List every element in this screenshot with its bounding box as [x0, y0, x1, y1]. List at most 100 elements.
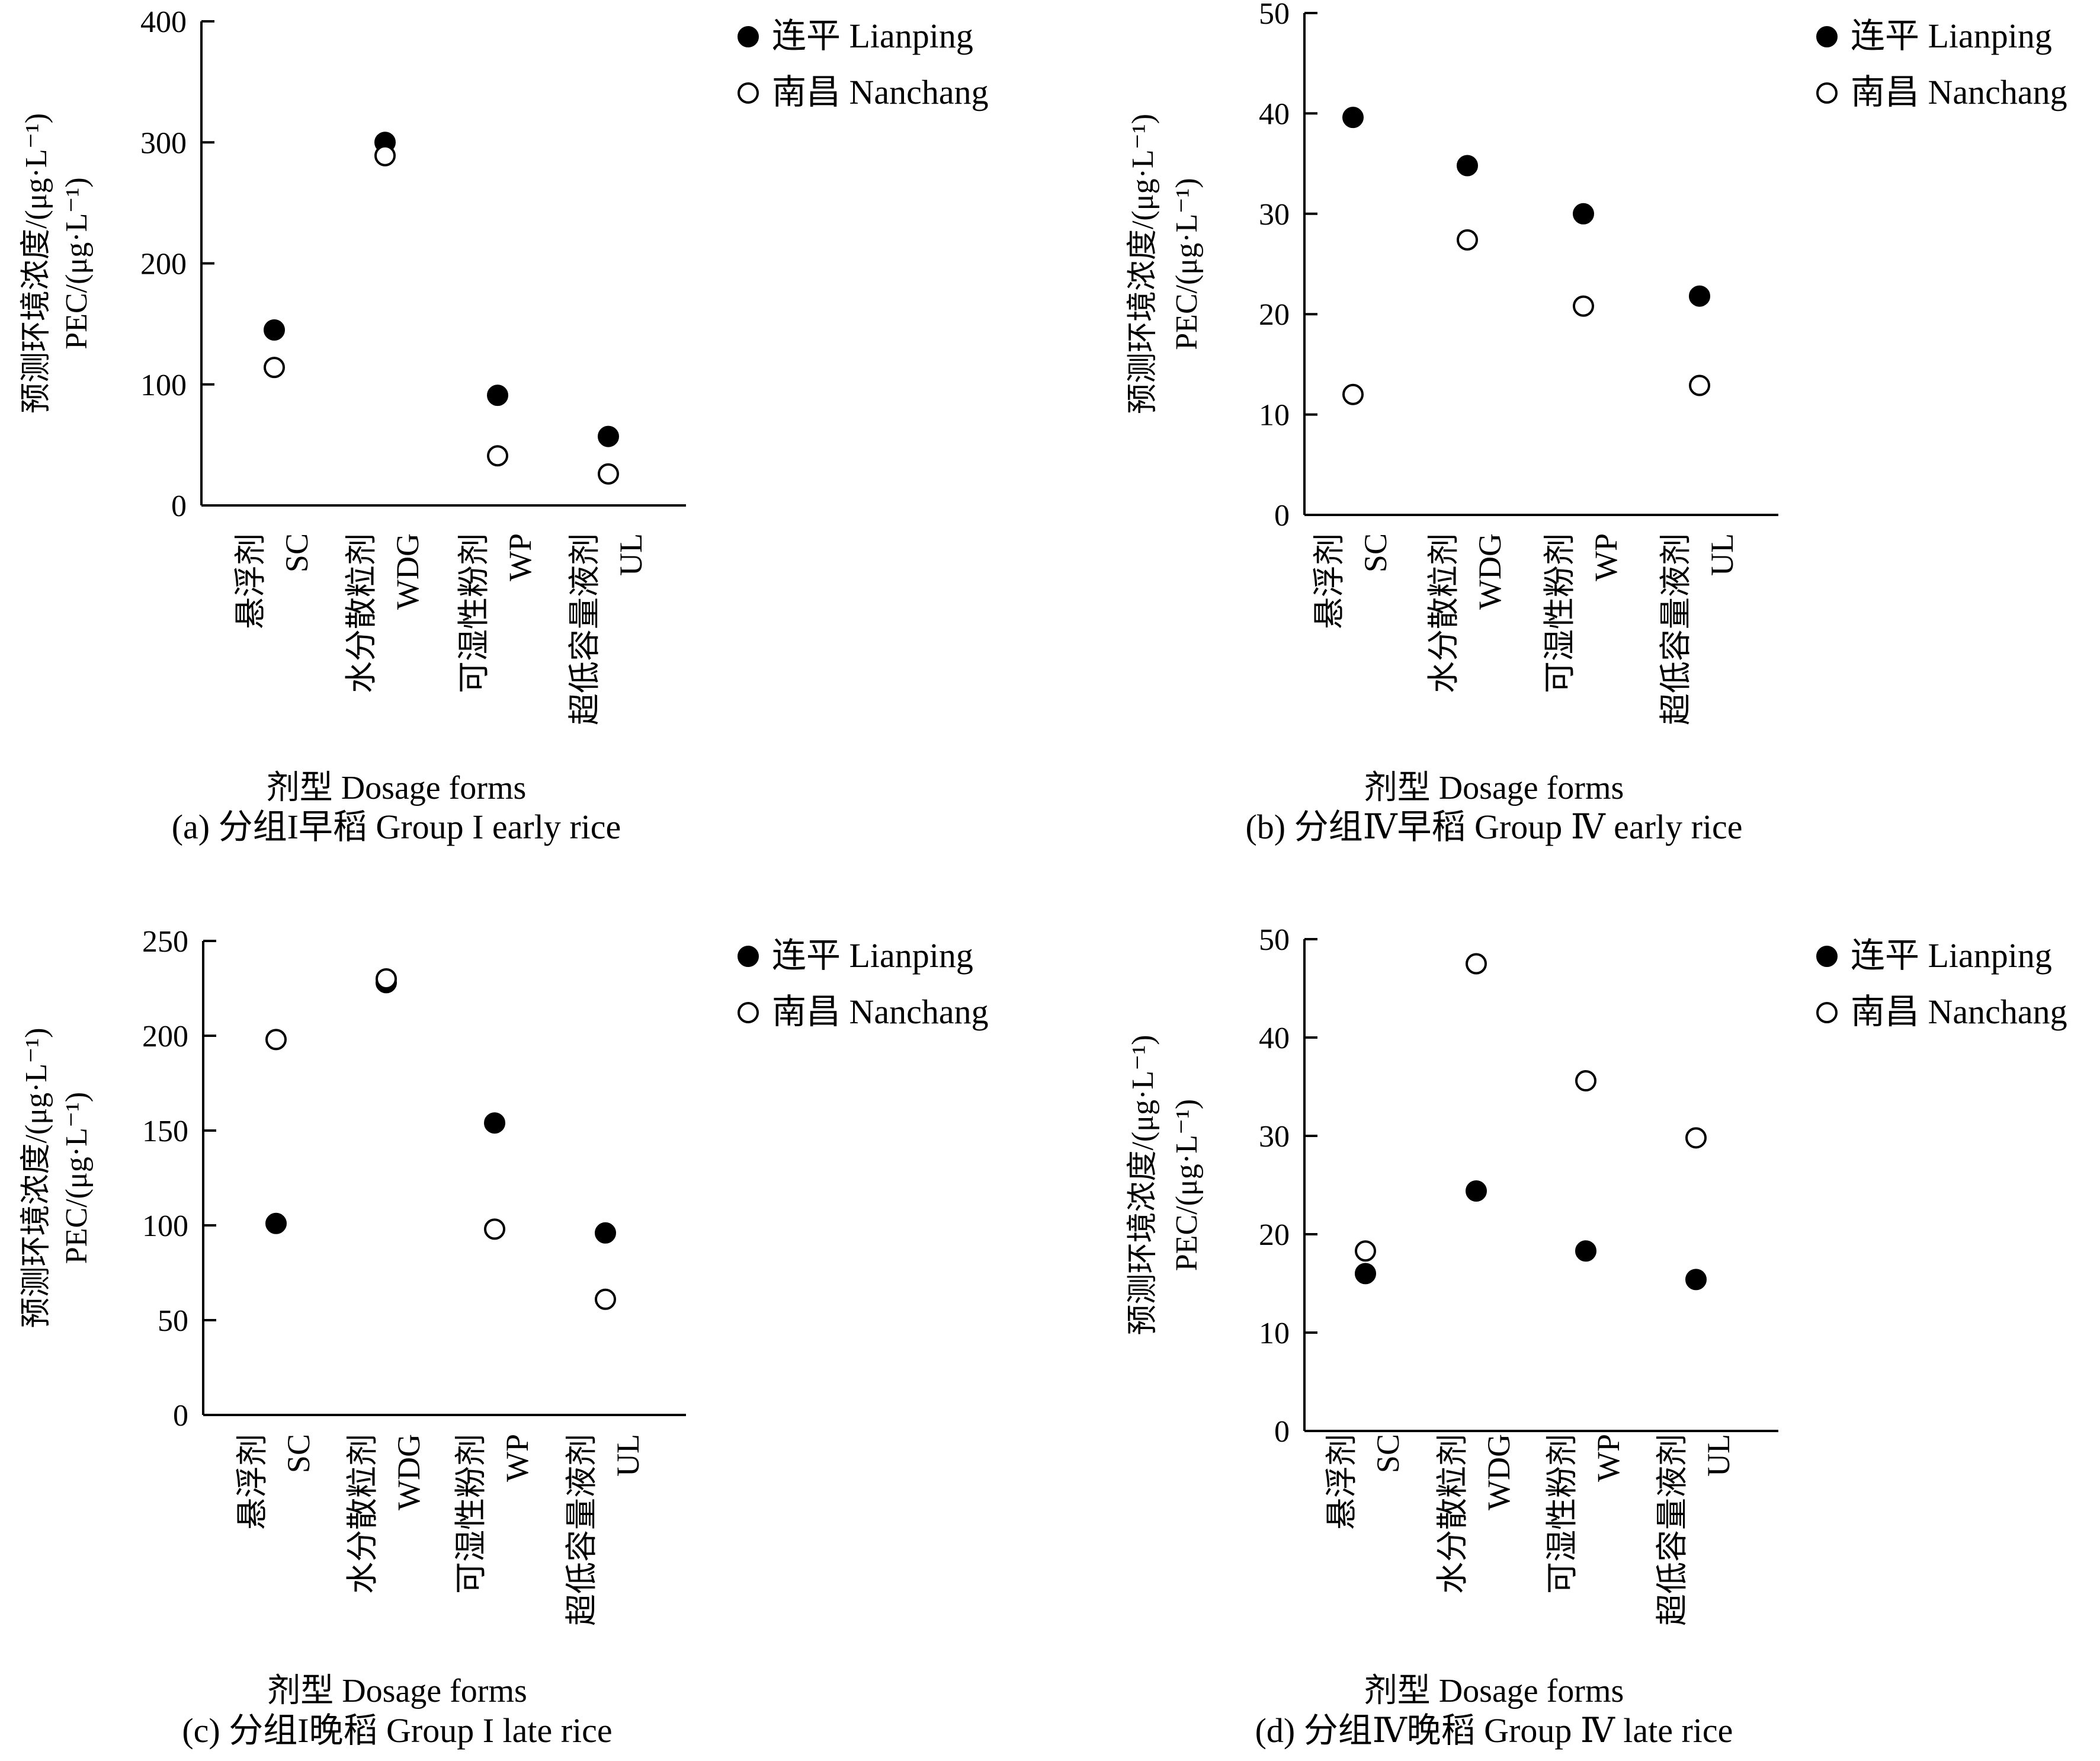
x-axis-label: 剂型 Dosage forms [267, 1673, 527, 1709]
nanchang-point [1573, 295, 1594, 317]
chart-panel-d: 0 10 20 30 40 50 预测环境浓度/(μg·L⁻¹) PEC/(μg·L⁻¹) 悬浮… [1126, 923, 2067, 1750]
lianping-point [1573, 203, 1594, 225]
y-axis-label-en: PEC/(μg·L⁻¹) [1170, 1099, 1204, 1271]
x-category-label-cn: 水分散粒剂 [1426, 533, 1461, 693]
legend-marker-nanchang [1816, 82, 1838, 104]
chart-panel-b: 0 10 20 30 40 50 预测环境浓度/(μg·L⁻¹) PEC/(μg·L⁻¹) 悬浮… [1126, 0, 2067, 846]
y-tick-label: 50 [158, 1304, 188, 1338]
nanchang-point [487, 445, 508, 467]
x-category-label-en: SC [281, 1434, 316, 1473]
panel-caption: (d) 分组Ⅳ晚稻 Group Ⅳ late rice [1255, 1711, 1733, 1750]
lianping-point [1342, 107, 1364, 129]
y-axis-label-en: PEC/(μg·L⁻¹) [60, 177, 94, 349]
x-category-label-cn: 可湿性粉剂 [1544, 1434, 1580, 1594]
y-tick-label: 0 [173, 1399, 188, 1433]
y-tick-label: 10 [1259, 1317, 1290, 1350]
x-category-label-cn: 水分散粒剂 [1435, 1434, 1470, 1594]
y-axis-label-cn: 预测环境浓度/(μg·L⁻¹) [20, 1027, 53, 1328]
x-category-label-en: WP [1591, 1434, 1626, 1482]
legend-marker-lianping [1816, 946, 1838, 967]
legend-marker-lianping [738, 946, 759, 967]
y-tick-label: 300 [140, 126, 187, 160]
lianping-point [1457, 155, 1478, 177]
x-category-label-en: UL [1704, 533, 1740, 576]
lianping-point [1355, 1263, 1376, 1285]
x-category-label-cn: 超低容量液剂 [567, 533, 602, 725]
y-tick-label: 100 [142, 1209, 188, 1243]
legend: 连平 Lianping 南昌 Nanchang [738, 17, 989, 111]
y-tick-label: 20 [1259, 1218, 1290, 1252]
chart-panel-c: 0 50 100 150 200 250 预测环境浓度/(μg·L⁻¹) PEC/(μg·L⁻… [20, 925, 989, 1750]
lianping-point [484, 1112, 505, 1134]
y-tick-label: 50 [1259, 923, 1290, 957]
lianping-point [1685, 1269, 1707, 1291]
x-category-label-en: WDG [1472, 533, 1508, 610]
nanchang-point [484, 1218, 505, 1240]
x-category-label-cn: 超低容量液剂 [564, 1434, 599, 1626]
x-category-label-en: WP [1588, 533, 1624, 581]
y-tick-label: 200 [142, 1020, 188, 1054]
x-axis-label: 剂型 Dosage forms [1364, 770, 1624, 806]
y-axis-label-cn: 预测环境浓度/(μg·L⁻¹) [1126, 114, 1160, 414]
lianping-point [595, 1222, 616, 1244]
lianping-point [265, 1212, 287, 1234]
nanchang-point [598, 463, 619, 485]
y-axis-label-en: PEC/(μg·L⁻¹) [1170, 178, 1204, 350]
y-tick-label: 50 [1259, 0, 1290, 31]
y-tick-label: 150 [142, 1115, 188, 1148]
legend-label-nanchang: 南昌 Nanchang [1851, 992, 2067, 1031]
legend-label-nanchang: 南昌 Nanchang [1851, 73, 2067, 111]
legend: 连平 Lianping 南昌 Nanchang [738, 936, 989, 1031]
nanchang-point [1466, 953, 1487, 975]
y-tick-label: 400 [140, 5, 187, 39]
lianping-point [1466, 1180, 1487, 1202]
x-category-label-en: UL [1701, 1434, 1736, 1477]
lianping-point [1689, 285, 1710, 307]
x-axis-label: 剂型 Dosage forms [267, 770, 527, 806]
legend: 连平 Lianping 南昌 Nanchang [1816, 936, 2067, 1031]
nanchang-point [374, 145, 396, 167]
chart-panel-a: 0 100 200 300 400 预测环境浓度/(μg·L⁻¹) PEC/(μg·L⁻¹)… [20, 5, 989, 846]
legend-marker-nanchang [738, 1002, 759, 1023]
x-category-label-en: WDG [391, 1434, 427, 1510]
x-category-label-cn: 水分散粒剂 [345, 1434, 380, 1594]
lianping-point [1575, 1240, 1596, 1262]
legend-label-lianping: 连平 Lianping [1851, 936, 2052, 975]
x-category-label-cn: 悬浮剂 [235, 1434, 270, 1530]
x-category-label-en: WDG [390, 533, 425, 610]
x-category-label-cn: 可湿性粉剂 [456, 533, 492, 693]
y-axis-label-cn: 预测环境浓度/(μg·L⁻¹) [20, 113, 53, 414]
legend-label-lianping: 连平 Lianping [772, 17, 973, 55]
legend-label-lianping: 连平 Lianping [772, 936, 973, 975]
y-axis-label-en: PEC/(μg·L⁻¹) [60, 1092, 94, 1264]
nanchang-point [1457, 229, 1478, 251]
y-tick-label: 0 [1274, 1415, 1290, 1449]
legend-label-lianping: 连平 Lianping [1851, 17, 2052, 55]
y-tick-label: 200 [140, 248, 187, 281]
y-tick-label: 100 [140, 369, 187, 402]
x-category-label-en: UL [613, 533, 649, 576]
x-category-label-cn: 超低容量液剂 [1658, 533, 1694, 725]
y-tick-label: 20 [1259, 298, 1290, 332]
y-tick-label: 40 [1259, 97, 1290, 131]
legend-marker-lianping [1816, 26, 1838, 47]
y-tick-label: 0 [1274, 499, 1290, 533]
panel-caption: (c) 分组I晚稻 Group I late rice [182, 1711, 612, 1750]
lianping-point [487, 385, 508, 406]
x-category-label-cn: 可湿性粉剂 [453, 1434, 489, 1594]
y-tick-label: 250 [142, 925, 188, 959]
x-category-label-en: UL [610, 1434, 646, 1477]
y-axis-label-cn: 预测环境浓度/(μg·L⁻¹) [1126, 1035, 1160, 1335]
nanchang-point [1685, 1127, 1707, 1149]
nanchang-point [265, 1029, 287, 1051]
legend-marker-nanchang [1816, 1002, 1838, 1023]
x-axis-label: 剂型 Dosage forms [1364, 1673, 1624, 1709]
x-category-label-cn: 超低容量液剂 [1655, 1434, 1690, 1626]
y-tick-label: 10 [1259, 399, 1290, 433]
nanchang-point [1342, 383, 1364, 405]
x-category-label-en: WP [502, 533, 538, 581]
lianping-point [598, 425, 619, 447]
legend-marker-lianping [738, 26, 759, 47]
x-category-label-cn: 水分散粒剂 [344, 533, 379, 693]
